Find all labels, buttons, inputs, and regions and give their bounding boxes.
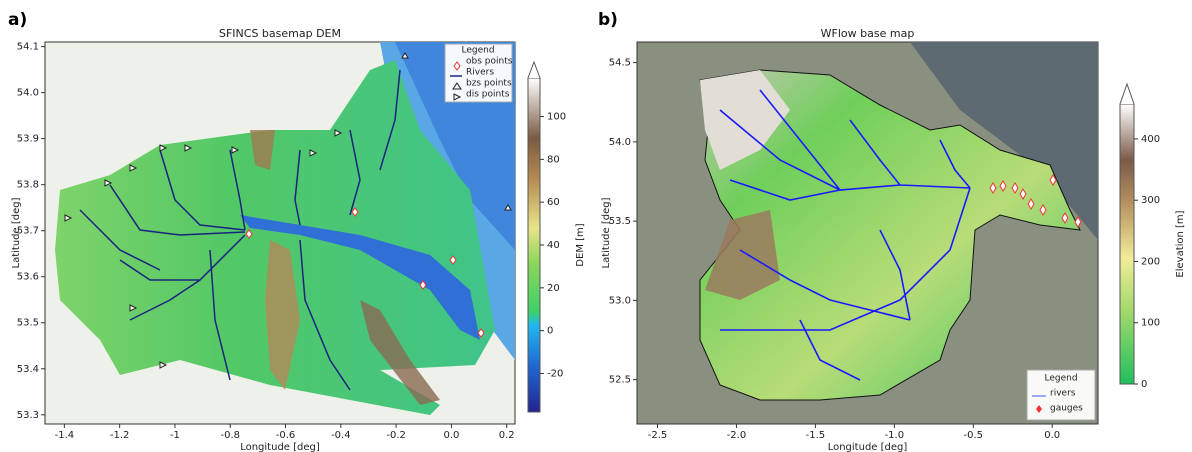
x-tick-label: -0.2 <box>386 430 406 441</box>
y-tick-label: 53.5 <box>609 216 631 227</box>
colorbar <box>1119 103 1135 385</box>
legend-title: Legend <box>461 46 494 56</box>
map-b <box>636 41 1099 425</box>
y-tick-label: 53.9 <box>17 134 39 145</box>
legend-entry: dis points <box>466 90 510 100</box>
x-tick-label: -2.0 <box>727 430 747 441</box>
colorbar-tick-label: 20 <box>547 283 560 294</box>
y-tick-label: 54.0 <box>17 88 39 99</box>
chart-title: WFlow base map <box>821 27 915 40</box>
legend-entry: gauges <box>1050 404 1083 414</box>
x-tick-label: -1.0 <box>885 430 905 441</box>
colorbar-tick-label: 400 <box>1141 134 1160 145</box>
y-tick-label: 53.4 <box>17 364 39 375</box>
legend-title: Legend <box>1044 374 1077 384</box>
legend-entry: bzs points <box>466 79 512 89</box>
colorbar-tick-label: 100 <box>547 112 566 123</box>
colorbar-label: DEM [m] <box>575 223 586 266</box>
colorbar <box>527 77 541 413</box>
colorbar-extend <box>1119 82 1135 105</box>
map-a <box>44 41 516 425</box>
x-tick-label: -2.5 <box>648 430 668 441</box>
colorbar-tick-label: 40 <box>547 240 560 251</box>
colorbar-tick-label: 300 <box>1141 195 1160 206</box>
colorbar-extend <box>527 60 541 79</box>
x-tick-label: -0.5 <box>964 430 984 441</box>
x-tick-label: -0.4 <box>331 430 351 441</box>
y-tick-label: 53.5 <box>17 318 39 329</box>
chart-title: SFINCS basemap DEM <box>219 27 341 40</box>
x-tick-label: 0.2 <box>499 430 515 441</box>
colorbar-tick-label: 80 <box>547 154 560 165</box>
x-tick-label: 0.0 <box>1044 430 1060 441</box>
legend-entry: Rivers <box>466 68 494 78</box>
y-tick-label: 54.1 <box>17 42 39 53</box>
colorbar-tick-label: 0 <box>547 326 553 337</box>
x-tick-label: -1.5 <box>806 430 826 441</box>
x-tick-label: -1.2 <box>110 430 130 441</box>
panel-label: b) <box>598 10 618 30</box>
y-tick-label: 53.8 <box>17 180 39 191</box>
y-tick-label: 52.5 <box>609 375 631 386</box>
y-tick-label: 54.5 <box>609 58 631 69</box>
colorbar-tick-label: 200 <box>1141 256 1160 267</box>
colorbar-label: Elevation [m] <box>1175 210 1186 277</box>
y-axis-label: Latitude [deg] <box>601 197 612 268</box>
x-tick-label: -0.8 <box>220 430 240 441</box>
x-axis-label: Longitude [deg] <box>240 442 320 452</box>
colorbar-tick-label: 100 <box>1141 318 1160 329</box>
y-tick-label: 53.3 <box>17 410 39 421</box>
legend-entry: obs points <box>466 57 513 67</box>
legend-entry: rivers <box>1050 389 1076 399</box>
x-tick-label: -1 <box>170 430 180 441</box>
y-tick-label: 53.6 <box>17 272 39 283</box>
x-axis-label: Longitude [deg] <box>828 442 908 452</box>
y-tick-label: 53.7 <box>17 226 39 237</box>
colorbar-tick-label: 0 <box>1141 379 1147 390</box>
panel-label: a) <box>8 10 27 30</box>
y-tick-label: 53.0 <box>609 295 631 306</box>
x-tick-label: -0.6 <box>276 430 296 441</box>
x-tick-label: -1.4 <box>55 430 75 441</box>
colorbar-tick-label: 60 <box>547 197 560 208</box>
colorbar-tick-label: -20 <box>547 368 563 379</box>
y-axis-label: Latitude [deg] <box>11 197 22 268</box>
y-tick-label: 54.0 <box>609 137 631 148</box>
x-tick-label: 0.0 <box>443 430 459 441</box>
